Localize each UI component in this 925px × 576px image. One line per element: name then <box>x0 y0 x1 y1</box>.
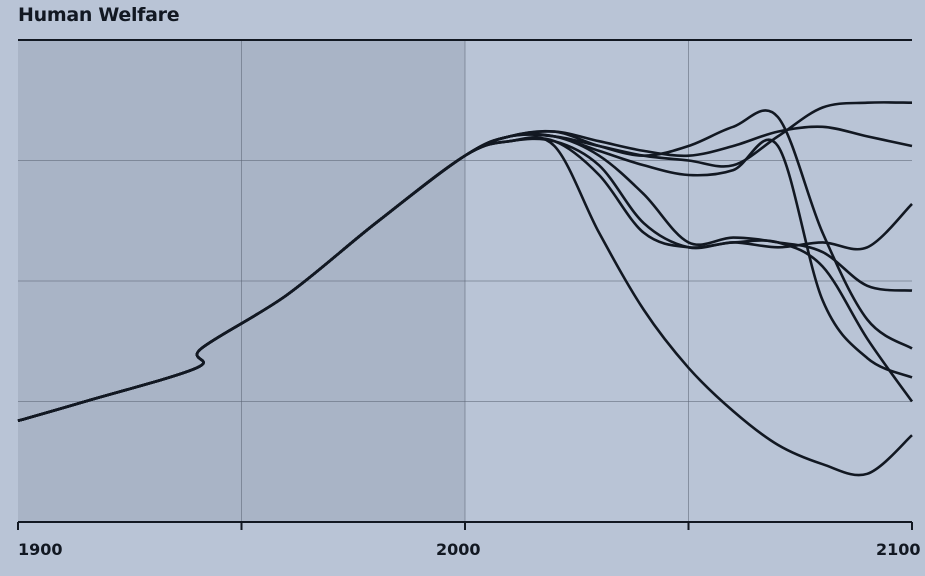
x-tick-label-1900: 1900 <box>18 540 63 559</box>
x-tick-label-2100: 2100 <box>876 540 921 559</box>
chart-title: Human Welfare <box>18 4 180 26</box>
series-line-8 <box>17 136 914 423</box>
x-tick-label-2000: 2000 <box>436 540 481 559</box>
